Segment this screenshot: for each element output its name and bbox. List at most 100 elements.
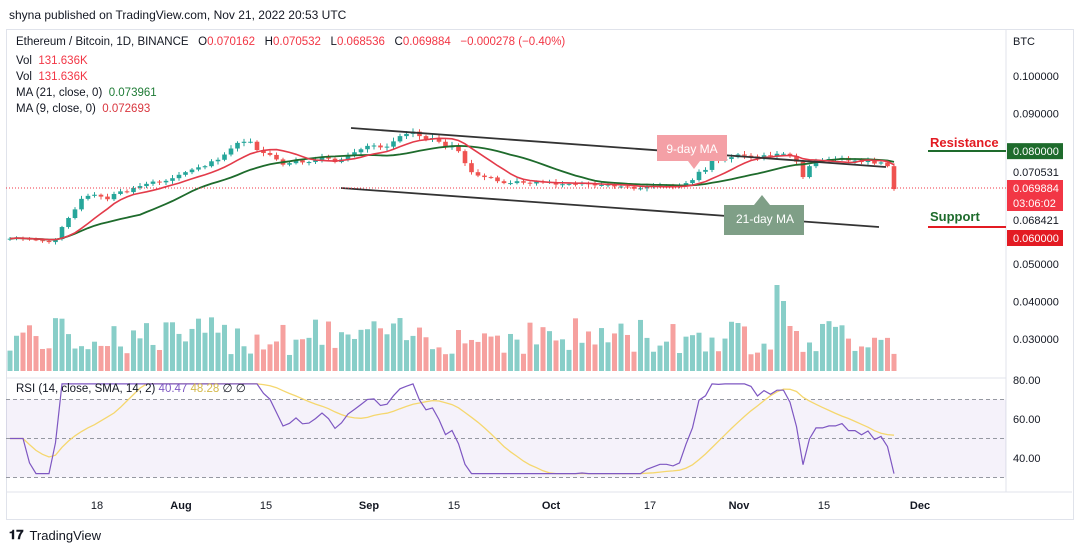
- open-label: O: [198, 36, 208, 48]
- volume-bar: [612, 333, 617, 371]
- chart-frame: [6, 29, 1074, 520]
- volume-bar: [137, 338, 143, 371]
- candle-body: [813, 160, 819, 167]
- volume-bar: [696, 332, 702, 371]
- volume-bar: [495, 335, 500, 371]
- candle-body: [384, 146, 390, 148]
- volume-bar: [716, 351, 721, 371]
- volume-bar: [761, 343, 767, 371]
- candle-body: [365, 145, 370, 150]
- volume-bar: [488, 336, 494, 371]
- candle-body: [144, 183, 149, 187]
- volume-bar: [27, 325, 32, 371]
- volume-bar: [417, 327, 422, 371]
- candle-body: [482, 175, 487, 178]
- candle-body: [644, 186, 650, 189]
- volume-bar: [885, 337, 890, 371]
- candle-body: [683, 183, 689, 186]
- symbol-label: Ethereum / Bitcoin, 1D, BINANCE: [16, 36, 189, 48]
- volume-bar: [657, 345, 663, 371]
- price-tick: 0.100000: [1013, 71, 1059, 83]
- volume-bar: [599, 328, 604, 371]
- close-label: C: [394, 36, 403, 48]
- annotations: Resistance Support 9-day MA 21-day MA: [657, 135, 1006, 235]
- rsi-legend: RSI (14, close, SMA, 14, 2) 40.47 48.28 …: [16, 381, 246, 395]
- price-tick: 0.040000: [1013, 296, 1059, 308]
- volume-bar: [384, 334, 390, 371]
- candle-body: [378, 145, 383, 148]
- rsi-empty-1: ∅: [222, 383, 233, 395]
- high-value: 0.070532: [272, 36, 321, 48]
- volume-bar: [534, 344, 539, 371]
- candle-body: [872, 160, 877, 164]
- candle-body: [436, 137, 442, 142]
- candle-body: [443, 141, 448, 148]
- volume-bar: [540, 327, 546, 371]
- candle-body: [248, 141, 253, 143]
- volume-bar: [833, 326, 838, 371]
- vol1-value: 131.636K: [38, 55, 88, 67]
- moving-averages: [9, 137, 895, 241]
- volume-bar: [807, 342, 812, 371]
- candle-body: [709, 159, 715, 170]
- volume-bar: [378, 328, 383, 371]
- volume-bar: [703, 351, 708, 371]
- rsi-tick: 80.00: [1013, 375, 1041, 387]
- volume-bar: [105, 346, 110, 371]
- volume-bar: [820, 323, 825, 371]
- candle-body: [592, 184, 598, 186]
- ma21-callout-bg: [724, 195, 804, 235]
- candle-body: [46, 240, 52, 243]
- candle-body: [241, 141, 247, 143]
- candle-body: [118, 191, 123, 194]
- candle-body: [287, 163, 292, 165]
- volume-bar: [469, 339, 474, 371]
- time-tick: Oct: [542, 500, 561, 512]
- volume-bar: [319, 344, 325, 371]
- volume-bar: [579, 342, 585, 371]
- candle-body: [560, 184, 565, 186]
- vol1-label: Vol: [16, 55, 32, 67]
- candle-body: [79, 198, 84, 210]
- time-tick: Aug: [170, 500, 191, 512]
- countdown: 03:06:02: [1013, 198, 1056, 210]
- volume-bar: [183, 341, 188, 371]
- volume-bar: [521, 353, 526, 371]
- volume-bar: [443, 354, 448, 371]
- volume-bar: [202, 332, 208, 371]
- ma21-label: MA (21, close, 0): [16, 87, 103, 99]
- volume-bar: [293, 339, 299, 371]
- candle-body: [111, 193, 117, 200]
- volume-bar: [508, 333, 513, 371]
- volume-bar: [872, 337, 877, 371]
- time-tick: 15: [260, 500, 272, 512]
- resistance-price-tag: 0.080000: [1013, 146, 1059, 158]
- candle-body: [228, 148, 234, 155]
- candle-body: [254, 141, 260, 151]
- volume-bar: [59, 318, 65, 371]
- candle-body: [690, 180, 695, 184]
- close-value: 0.069884: [402, 36, 451, 48]
- candle-body: [326, 156, 331, 159]
- candle-body: [274, 154, 279, 160]
- volume-bar: [248, 353, 253, 371]
- candle-body: [781, 153, 786, 155]
- candle-body: [176, 174, 182, 179]
- legend-row-ma9: MA (9, close, 0) 0.072693: [16, 103, 150, 115]
- volume-bars: [7, 285, 897, 371]
- volume-bar: [826, 321, 832, 371]
- candle-body: [703, 169, 708, 172]
- footer-brand[interactable]: TradingView: [29, 527, 102, 543]
- volume-bar: [677, 353, 682, 371]
- volume-bar: [306, 337, 312, 371]
- candle-body: [800, 161, 806, 178]
- volume-bar: [800, 351, 806, 371]
- candle-body: [319, 156, 325, 160]
- volume-bar: [605, 342, 611, 371]
- volume-bar: [391, 323, 396, 371]
- volume-bar: [163, 322, 169, 371]
- volume-bar: [547, 331, 552, 371]
- volume-bar: [410, 335, 416, 371]
- candle-body: [137, 186, 143, 188]
